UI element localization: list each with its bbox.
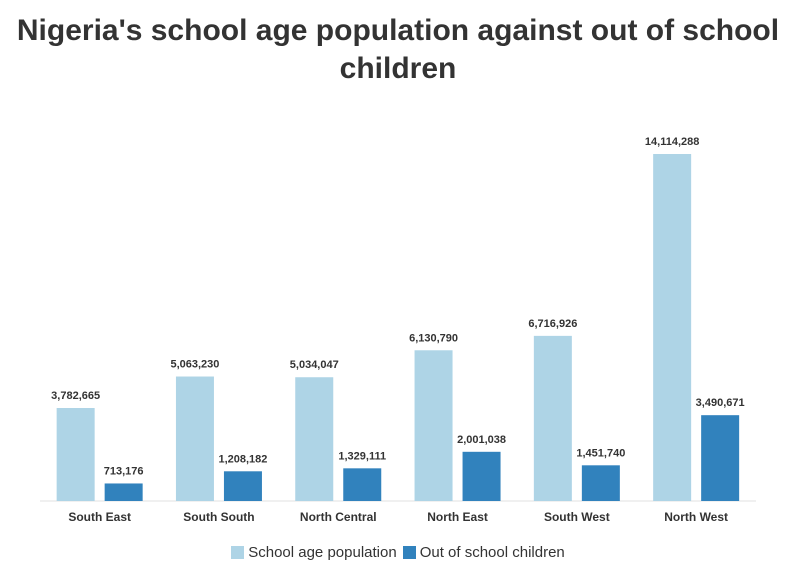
bar-out-of-school-children-north-west[interactable] (701, 415, 740, 501)
legend-swatch-out-of-school (402, 546, 416, 559)
legend-label-out-of-school: Out of school children (419, 544, 565, 561)
data-label-school-age-population-south-south: 5,063,230 (170, 359, 219, 371)
legend-item-out-of-school[interactable]: Out of school children (402, 544, 565, 561)
data-label-school-age-population-north-west: 14,114,288 (645, 136, 699, 148)
bar-school-age-population-south-south[interactable] (175, 376, 214, 501)
bar-school-age-population-north-central[interactable] (295, 377, 334, 501)
bar-out-of-school-children-north-central[interactable] (343, 468, 382, 501)
legend-item-school-age[interactable]: School age population (231, 544, 397, 561)
bar-chart: 3,782,665 713,176 South East 5,063,230 1,208… (40, 136, 756, 524)
legend: School age population Out of school chil… (0, 544, 796, 561)
data-label-school-age-population-north-east: 6,130,790 (409, 332, 458, 344)
bar-out-of-school-children-south-east[interactable] (104, 483, 143, 501)
bar-out-of-school-children-south-west[interactable] (581, 465, 620, 501)
x-tick-label-north-west: North West (664, 510, 728, 524)
bar-out-of-school-children-south-south[interactable] (223, 471, 262, 501)
bar-school-age-population-north-east[interactable] (414, 350, 453, 501)
bar-school-age-population-north-west[interactable] (653, 154, 692, 501)
legend-label-school-age: School age population (248, 544, 397, 561)
data-label-school-age-population-north-central: 5,034,047 (290, 359, 339, 371)
data-label-out-of-school-children-south-south: 1,208,182 (218, 453, 267, 465)
x-tick-label-south-south: South South (183, 510, 254, 524)
legend-swatch-school-age (231, 546, 245, 559)
data-label-out-of-school-children-south-west: 1,451,740 (576, 447, 625, 459)
x-tick-label-south-west: South West (544, 510, 610, 524)
bar-school-age-population-south-west[interactable] (533, 335, 572, 501)
chart-title: Nigeria's school age population against … (16, 14, 780, 85)
bar-out-of-school-children-north-east[interactable] (462, 451, 501, 501)
data-label-out-of-school-children-north-east: 2,001,038 (457, 434, 506, 446)
bar-school-age-population-south-east[interactable] (56, 408, 95, 501)
data-label-school-age-population-south-east: 3,782,665 (51, 390, 100, 402)
x-tick-label-north-central: North Central (300, 510, 377, 524)
data-label-out-of-school-children-north-west: 3,490,671 (696, 397, 745, 409)
data-label-out-of-school-children-south-east: 713,176 (104, 465, 144, 477)
data-label-school-age-population-south-west: 6,716,926 (528, 318, 577, 330)
data-label-out-of-school-children-north-central: 1,329,111 (338, 450, 386, 462)
x-tick-label-south-east: South East (68, 510, 131, 524)
x-tick-label-north-east: North East (427, 510, 488, 524)
